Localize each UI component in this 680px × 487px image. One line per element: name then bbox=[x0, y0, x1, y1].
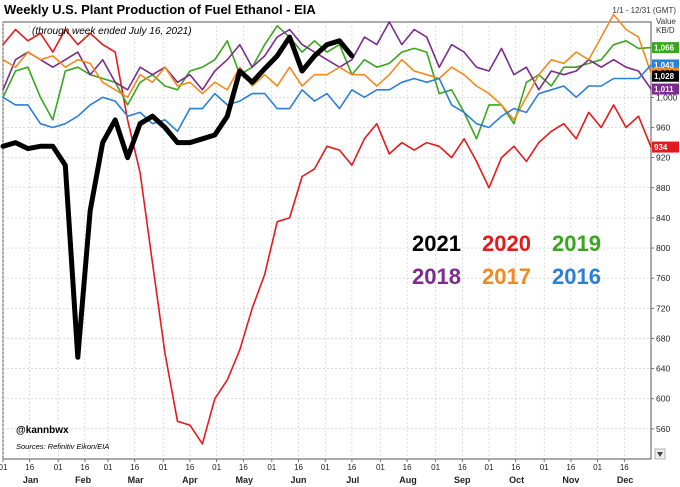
x-day-label: 16 bbox=[185, 463, 194, 472]
series-line-2021 bbox=[0, 34, 355, 360]
x-day-label: 16 bbox=[25, 463, 34, 472]
x-day-label: 01 bbox=[431, 463, 440, 472]
y-tick-label: 680 bbox=[656, 333, 670, 343]
y-tick-label: 760 bbox=[656, 273, 670, 283]
last-value-flag-1,043: 1,043 bbox=[652, 59, 679, 71]
x-month-label: Jan bbox=[23, 475, 39, 485]
svg-text:1,066: 1,066 bbox=[654, 44, 675, 53]
x-day-label: 01 bbox=[376, 463, 385, 472]
y-tick-label: 840 bbox=[656, 213, 670, 223]
x-day-label: 16 bbox=[458, 463, 467, 472]
x-month-label: Jun bbox=[291, 475, 307, 485]
x-day-label: 16 bbox=[511, 463, 520, 472]
last-value-flag-1,011: 1,011 bbox=[652, 83, 679, 95]
x-day-label: 16 bbox=[80, 463, 89, 472]
x-day-label: 16 bbox=[403, 463, 412, 472]
svg-text:1,028: 1,028 bbox=[654, 72, 675, 81]
y-tick-label: 600 bbox=[656, 394, 670, 404]
y-tick-label: 720 bbox=[656, 303, 670, 313]
x-month-label: Dec bbox=[617, 475, 634, 485]
svg-text:1,011: 1,011 bbox=[654, 85, 674, 94]
x-month-label: Nov bbox=[562, 475, 579, 485]
series-line-2020 bbox=[2, 28, 652, 445]
legend-item-2016: 2016 bbox=[552, 264, 601, 289]
svg-text:934: 934 bbox=[654, 143, 668, 152]
last-value-flag-1,028: 1,028 bbox=[652, 70, 679, 82]
x-month-label: Aug bbox=[399, 475, 417, 485]
x-month-label: Oct bbox=[509, 475, 524, 485]
series-group bbox=[0, 13, 652, 445]
legend-item-2020: 2020 bbox=[482, 231, 531, 256]
y-tick-label: 960 bbox=[656, 122, 670, 132]
x-day-label: 01 bbox=[540, 463, 549, 472]
series-line-2017 bbox=[2, 13, 652, 121]
legend: 2021 2020 2019 2018 2017 2016 bbox=[412, 231, 601, 289]
legend-item-2019: 2019 bbox=[552, 231, 601, 256]
x-day-label: 16 bbox=[130, 463, 139, 472]
x-day-label: 16 bbox=[347, 463, 356, 472]
x-day-label: 01 bbox=[0, 463, 8, 472]
x-day-label: 01 bbox=[54, 463, 63, 472]
y-tick-label: 920 bbox=[656, 153, 670, 163]
twitter-handle: @kannbwx bbox=[16, 425, 69, 436]
x-day-label: 01 bbox=[321, 463, 330, 472]
x-day-label: 01 bbox=[485, 463, 494, 472]
series-line-2016 bbox=[2, 64, 652, 133]
x-month-label: Jul bbox=[346, 475, 359, 485]
unit-label-line1: Value bbox=[656, 17, 676, 26]
x-month-label: May bbox=[235, 475, 253, 485]
x-day-label: 16 bbox=[294, 463, 303, 472]
y-tick-label: 560 bbox=[656, 424, 670, 434]
x-day-label: 01 bbox=[593, 463, 602, 472]
series-line-2019 bbox=[2, 25, 652, 140]
x-day-label: 01 bbox=[104, 463, 113, 472]
legend-item-2018: 2018 bbox=[412, 264, 461, 289]
unit-label-line2: KB/D bbox=[656, 26, 675, 35]
x-day-label: 01 bbox=[212, 463, 221, 472]
source-note: Sources: Refinitiv Eikon/EIA bbox=[16, 442, 109, 451]
x-day-label: 16 bbox=[620, 463, 629, 472]
x-day-label: 01 bbox=[159, 463, 168, 472]
y-tick-label: 640 bbox=[656, 364, 670, 374]
chart-title: Weekly U.S. Plant Production of Fuel Eth… bbox=[4, 2, 316, 17]
x-day-label: 01 bbox=[267, 463, 276, 472]
scroll-down-icon[interactable] bbox=[654, 448, 666, 460]
y-tick-label: 880 bbox=[656, 183, 670, 193]
last-value-flag-1,066: 1,066 bbox=[652, 42, 679, 54]
x-month-label: Sep bbox=[454, 475, 471, 485]
legend-item-2017: 2017 bbox=[482, 264, 531, 289]
x-day-label: 16 bbox=[239, 463, 248, 472]
y-tick-label: 1,000 bbox=[656, 92, 678, 102]
last-value-flag-934: 934 bbox=[652, 141, 679, 153]
x-month-label: Apr bbox=[182, 475, 198, 485]
x-day-label: 16 bbox=[566, 463, 575, 472]
x-month-label: Mar bbox=[128, 475, 145, 485]
x-month-label: Feb bbox=[75, 475, 92, 485]
legend-item-2021: 2021 bbox=[412, 231, 461, 256]
date-range: 1/1 - 12/31 (GMT) bbox=[612, 6, 676, 15]
svg-text:1,043: 1,043 bbox=[654, 61, 675, 70]
series-line-2018 bbox=[2, 21, 652, 91]
y-axis: 560 600 640 680 720 760 800 840 880 920 960 1,000 bbox=[651, 92, 678, 434]
y-tick-label: 800 bbox=[656, 243, 670, 253]
x-axis: 01 16 01 16 01 16 01 16 01 16 01 16 01 16 01 16 01 16 01 16… bbox=[0, 459, 633, 485]
chart-subtitle: (through week ended July 16, 2021) bbox=[32, 26, 192, 37]
